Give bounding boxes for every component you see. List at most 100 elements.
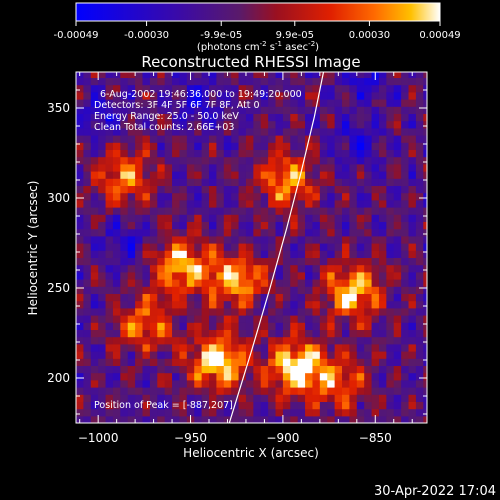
heatmap-cell (334, 142, 343, 150)
heatmap-cell (423, 192, 427, 201)
heatmap-cell (231, 214, 240, 222)
heatmap-cell (334, 300, 343, 309)
heatmap-cell (90, 286, 99, 294)
heatmap-cell (408, 185, 417, 194)
heatmap-cell (83, 279, 92, 287)
heatmap-cell (216, 149, 225, 158)
y-tick-label: 350 (47, 101, 70, 115)
heatmap-cell (157, 228, 166, 237)
heatmap-cell (238, 351, 247, 359)
heatmap-cell (76, 257, 84, 266)
heatmap-cell (253, 315, 262, 323)
heatmap-cell (268, 336, 277, 345)
heatmap-cell (164, 250, 173, 258)
heatmap-cell (408, 221, 417, 230)
heatmap-cell (223, 91, 232, 100)
heatmap-cell (231, 394, 240, 402)
heatmap-cell (223, 235, 232, 244)
heatmap-cell (216, 250, 225, 258)
heatmap-cell (179, 351, 188, 359)
heatmap-cell (245, 106, 254, 114)
heatmap-cell (98, 379, 107, 388)
heatmap-cell (172, 135, 181, 143)
heatmap-cell (135, 221, 144, 230)
heatmap-cell (98, 343, 107, 352)
heatmap-cell (120, 322, 129, 330)
heatmap-cell (245, 257, 254, 266)
heatmap-cell (253, 163, 262, 172)
annotation-clean-counts: Clean Total counts: 2.66E+03 (94, 122, 234, 133)
heatmap-cell (157, 163, 166, 172)
heatmap-cell (164, 199, 173, 208)
heatmap-cell (305, 351, 314, 359)
heatmap-cell (216, 163, 225, 172)
heatmap-cell (223, 329, 232, 338)
heatmap-cell (149, 408, 158, 417)
heatmap-cell (105, 106, 114, 114)
heatmap-cell (401, 127, 410, 136)
heatmap-cell (238, 91, 247, 100)
heatmap-cell (342, 322, 351, 330)
heatmap-cell (105, 120, 114, 129)
heatmap-cell (268, 142, 277, 150)
heatmap-cell (186, 401, 195, 410)
heatmap-cell (268, 415, 277, 423)
heatmap-cell (90, 243, 99, 251)
heatmap-cell (105, 149, 114, 158)
heatmap-cell (98, 257, 107, 266)
heatmap-cell (209, 250, 217, 258)
heatmap-cell (164, 372, 173, 381)
heatmap-cell (334, 171, 343, 179)
heatmap-cell (364, 408, 373, 417)
heatmap-cell (349, 99, 358, 107)
heatmap-cell (231, 185, 240, 194)
heatmap-cell (423, 329, 427, 338)
heatmap-cell (179, 228, 188, 237)
heatmap-cell (245, 243, 254, 251)
heatmap-cell (371, 372, 380, 381)
heatmap-cell (275, 315, 284, 323)
heatmap-cell (327, 358, 336, 366)
heatmap-cell (378, 99, 387, 107)
heatmap-cell (127, 387, 136, 395)
heatmap-cell (327, 329, 336, 338)
heatmap-cell (349, 415, 358, 423)
heatmap-cell (90, 99, 99, 107)
heatmap-cell (127, 113, 136, 122)
heatmap-cell (312, 163, 321, 172)
heatmap-cell (312, 279, 321, 287)
heatmap-cell (149, 163, 158, 172)
heatmap-cell (238, 142, 247, 150)
heatmap-cell (98, 127, 107, 136)
heatmap-cell (349, 84, 358, 93)
heatmap-cell (238, 99, 247, 107)
heatmap-cell (342, 72, 351, 78)
heatmap-cell (135, 207, 144, 215)
heatmap-cell (371, 394, 380, 402)
heatmap-cell (157, 99, 166, 107)
heatmap-cell (209, 329, 217, 338)
heatmap-cell (142, 228, 151, 237)
heatmap-cell (268, 163, 277, 172)
heatmap-cell (349, 329, 358, 338)
heatmap-cell (386, 149, 395, 158)
heatmap-cell (201, 279, 210, 287)
heatmap-cell (90, 156, 99, 165)
heatmap-cell (164, 293, 173, 302)
heatmap-cell (98, 401, 107, 410)
heatmap-cell (83, 135, 92, 143)
heatmap-cell (142, 293, 151, 302)
heatmap-cell (393, 127, 402, 136)
heatmap-cell (423, 300, 427, 309)
heatmap-cell (83, 113, 92, 122)
heatmap-cell (275, 257, 284, 266)
heatmap-cell (319, 235, 328, 244)
heatmap-cell (312, 351, 321, 359)
heatmap-cell (216, 394, 225, 402)
heatmap-cell (149, 365, 158, 374)
heatmap-cell (209, 351, 217, 359)
heatmap-cell (327, 120, 336, 129)
heatmap-cell (275, 387, 284, 395)
heatmap-cell (90, 336, 99, 345)
heatmap-cell (275, 120, 284, 129)
